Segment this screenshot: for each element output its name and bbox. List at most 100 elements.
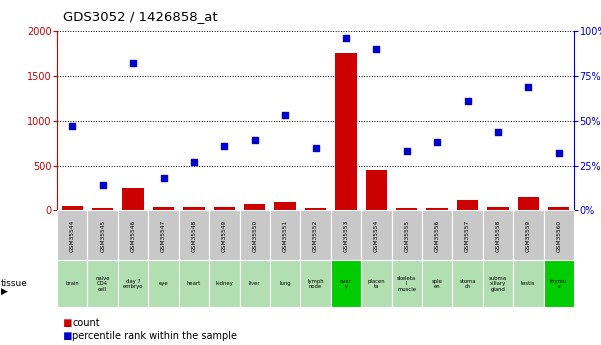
Text: testis: testis xyxy=(521,281,535,286)
Bar xyxy=(153,207,174,210)
Bar xyxy=(118,260,148,307)
Bar xyxy=(148,210,178,260)
Bar xyxy=(270,260,300,307)
Bar xyxy=(543,210,574,260)
Bar xyxy=(148,260,178,307)
Bar xyxy=(457,200,478,210)
Text: GSM35553: GSM35553 xyxy=(343,219,349,252)
Bar xyxy=(517,197,539,210)
Text: day 7
embryо: day 7 embryо xyxy=(123,278,143,289)
Bar xyxy=(209,210,240,260)
Bar xyxy=(118,210,148,260)
Point xyxy=(523,84,533,89)
Bar xyxy=(240,260,270,307)
Point xyxy=(402,148,412,154)
Point xyxy=(432,139,442,145)
Point xyxy=(554,150,564,156)
Text: GSM35550: GSM35550 xyxy=(252,219,257,252)
Point xyxy=(67,124,77,129)
Bar xyxy=(365,170,387,210)
Text: GDS3052 / 1426858_at: GDS3052 / 1426858_at xyxy=(63,10,218,23)
Text: ▶: ▶ xyxy=(1,287,8,296)
Text: naive
CD4
cell: naive CD4 cell xyxy=(96,276,110,292)
Bar xyxy=(88,210,118,260)
Bar xyxy=(391,210,422,260)
Bar xyxy=(88,260,118,307)
Bar xyxy=(178,260,209,307)
Bar xyxy=(214,207,235,210)
Text: thymu
s: thymu s xyxy=(550,278,567,289)
Text: GSM35547: GSM35547 xyxy=(161,219,166,252)
Text: ■: ■ xyxy=(57,332,73,341)
Text: GSM35560: GSM35560 xyxy=(557,219,561,252)
Bar xyxy=(487,207,508,210)
Bar xyxy=(483,260,513,307)
Bar xyxy=(57,210,88,260)
Text: placen
ta: placen ta xyxy=(368,278,385,289)
Bar xyxy=(240,210,270,260)
Text: GSM35549: GSM35549 xyxy=(222,219,227,252)
Text: GSM35558: GSM35558 xyxy=(495,219,501,252)
Bar xyxy=(483,210,513,260)
Point xyxy=(493,129,503,134)
Point xyxy=(280,112,290,118)
Point xyxy=(189,159,199,165)
Text: GSM35545: GSM35545 xyxy=(100,219,105,252)
Bar xyxy=(453,210,483,260)
Text: GSM35556: GSM35556 xyxy=(435,219,440,252)
Text: GSM35546: GSM35546 xyxy=(130,219,136,252)
Text: heart: heart xyxy=(187,281,201,286)
Text: GSM35557: GSM35557 xyxy=(465,219,470,252)
Text: ■: ■ xyxy=(57,318,73,327)
Bar xyxy=(361,260,391,307)
Text: liver: liver xyxy=(249,281,260,286)
Bar xyxy=(396,208,417,210)
Text: GSM35544: GSM35544 xyxy=(70,219,75,252)
Bar xyxy=(543,260,574,307)
Point xyxy=(128,61,138,66)
Bar xyxy=(513,210,543,260)
Bar xyxy=(57,260,88,307)
Bar xyxy=(178,210,209,260)
Bar xyxy=(62,206,83,210)
Bar xyxy=(513,260,543,307)
Text: lung: lung xyxy=(279,281,291,286)
Bar xyxy=(270,210,300,260)
Point xyxy=(250,138,260,143)
Text: skeleta
l
muscle: skeleta l muscle xyxy=(397,276,416,292)
Text: ovar
y: ovar y xyxy=(340,278,352,289)
Text: sple
en: sple en xyxy=(432,278,442,289)
Bar xyxy=(275,203,296,210)
Bar xyxy=(209,260,240,307)
Text: GSM35559: GSM35559 xyxy=(526,219,531,252)
Text: percentile rank within the sample: percentile rank within the sample xyxy=(72,332,237,341)
Text: GSM35548: GSM35548 xyxy=(191,219,197,252)
Text: GSM35555: GSM35555 xyxy=(404,219,409,252)
Text: stoma
ch: stoma ch xyxy=(459,278,476,289)
Point xyxy=(219,143,229,149)
Text: GSM35552: GSM35552 xyxy=(313,219,318,252)
Bar xyxy=(300,260,331,307)
Bar xyxy=(300,210,331,260)
Bar xyxy=(427,208,448,210)
Bar xyxy=(422,210,453,260)
Text: kidney: kidney xyxy=(215,281,233,286)
Bar xyxy=(331,210,361,260)
Text: tissue: tissue xyxy=(1,279,28,288)
Point xyxy=(463,98,472,104)
Text: eye: eye xyxy=(159,281,168,286)
Bar xyxy=(305,208,326,210)
Bar xyxy=(183,207,204,210)
Text: lymph
node: lymph node xyxy=(307,278,324,289)
Point xyxy=(341,36,351,41)
Text: count: count xyxy=(72,318,100,327)
Point xyxy=(159,175,168,181)
Bar xyxy=(123,188,144,210)
Bar xyxy=(331,260,361,307)
Text: brain: brain xyxy=(66,281,79,286)
Text: GSM35551: GSM35551 xyxy=(282,219,288,252)
Bar xyxy=(244,204,266,210)
Point xyxy=(371,46,381,52)
Bar xyxy=(453,260,483,307)
Point xyxy=(311,145,320,150)
